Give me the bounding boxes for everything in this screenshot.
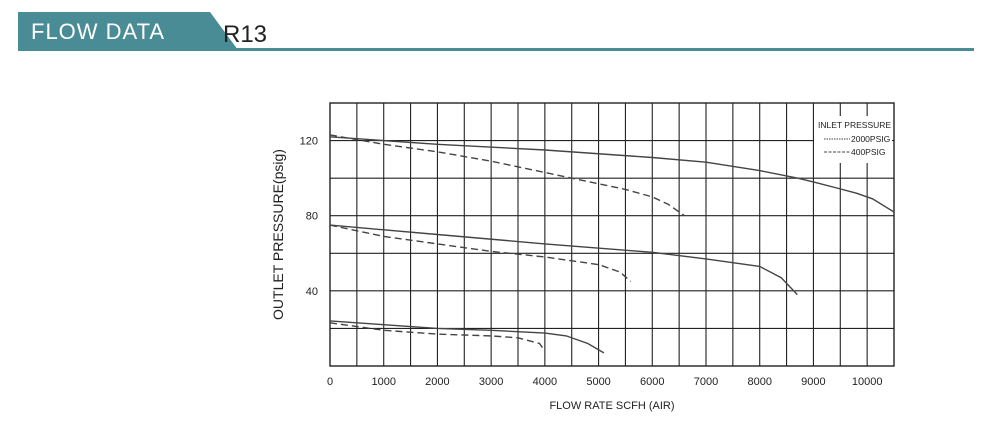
header-rule bbox=[18, 48, 974, 51]
legend-label: 2000PSIG bbox=[851, 134, 890, 144]
series-line bbox=[329, 322, 546, 352]
section-header: FLOW DATA R13 bbox=[18, 12, 974, 54]
section-label: FLOW DATA bbox=[31, 19, 166, 44]
legend-label: 400PSIG bbox=[851, 147, 886, 157]
series-line bbox=[329, 134, 685, 217]
series-line bbox=[329, 224, 798, 296]
x-axis-label: FLOW RATE SCFH (AIR) bbox=[549, 400, 674, 412]
legend-title: INLET PRESSURE bbox=[818, 120, 891, 130]
x-tick-label: 3000 bbox=[479, 376, 503, 388]
chart-grid bbox=[330, 103, 894, 366]
y-axis-label: OUTLET PRESSURE(psig) bbox=[270, 149, 286, 320]
y-tick-label: 40 bbox=[306, 286, 318, 298]
x-tick-label: 0 bbox=[327, 376, 333, 388]
x-tick-labels: 0 1000 2000 3000 4000 5000 6000 7000 8000 9000 100… bbox=[327, 376, 883, 388]
x-tick-label: 2000 bbox=[425, 376, 449, 388]
y-tick-label: 80 bbox=[306, 211, 318, 223]
plot-frame bbox=[329, 102, 895, 367]
series-line bbox=[329, 320, 605, 354]
section-tab: FLOW DATA bbox=[18, 12, 238, 50]
x-tick-label: 5000 bbox=[586, 376, 610, 388]
x-tick-label: 9000 bbox=[801, 376, 825, 388]
y-tick-labels: 40 80 120 bbox=[300, 136, 318, 298]
x-tick-label: 7000 bbox=[694, 376, 718, 388]
legend: INLET PRESSURE 2000PSIG 400PSIG bbox=[814, 116, 892, 163]
series-line bbox=[329, 224, 632, 283]
y-tick-label: 120 bbox=[300, 136, 318, 148]
x-tick-label: 10000 bbox=[852, 376, 883, 388]
x-tick-label: 4000 bbox=[533, 376, 557, 388]
series-line bbox=[329, 136, 895, 213]
x-tick-label: 1000 bbox=[371, 376, 395, 388]
x-tick-label: 6000 bbox=[640, 376, 664, 388]
model-name: R13 bbox=[223, 21, 268, 48]
chart-lines bbox=[329, 134, 895, 354]
x-tick-label: 8000 bbox=[747, 376, 771, 388]
